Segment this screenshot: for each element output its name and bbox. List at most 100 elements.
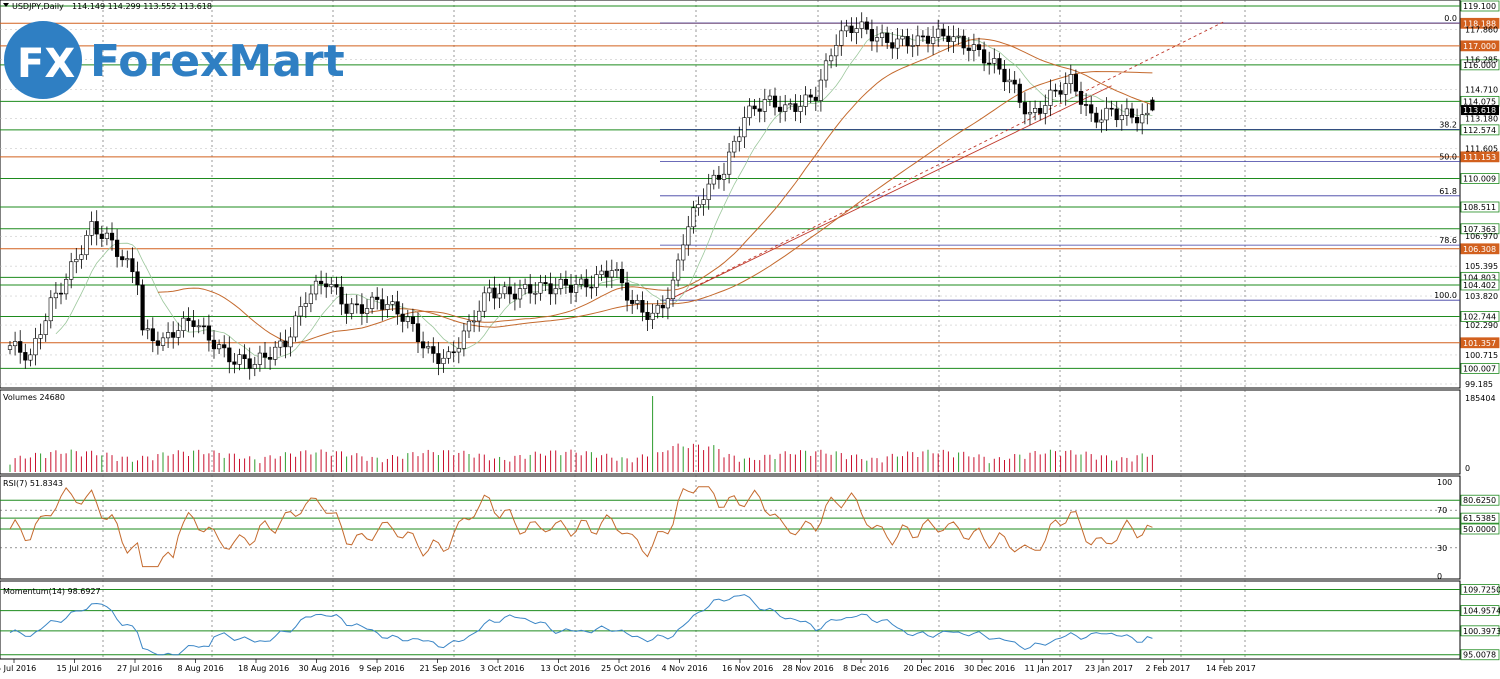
momentum-series: 109.7250 104.9574 100.3973 95.0078 bbox=[0, 584, 1500, 661]
orange-level-badge bbox=[1460, 40, 1500, 52]
ma-medium-line bbox=[157, 38, 1153, 344]
green-level-badge bbox=[1460, 201, 1500, 213]
rsi-level-badge bbox=[1460, 494, 1500, 506]
date-label: 8 Aug 2016 bbox=[178, 664, 224, 673]
candle-body bbox=[665, 298, 670, 309]
candle-body bbox=[874, 37, 880, 42]
candle-body bbox=[711, 174, 716, 185]
candle-body bbox=[84, 235, 89, 256]
green-level-badge bbox=[1460, 124, 1500, 136]
ma-fast-line bbox=[55, 31, 1153, 360]
candle-body bbox=[1114, 108, 1119, 121]
rsi-tick-label: 100 bbox=[1437, 478, 1452, 487]
candle-body bbox=[262, 352, 268, 358]
candle-body bbox=[278, 340, 283, 348]
candle-body bbox=[217, 344, 222, 350]
candle-body bbox=[211, 339, 217, 350]
green-level-label: 112.574 bbox=[1463, 126, 1496, 135]
current-price-label: 113.618 bbox=[1463, 106, 1496, 115]
candle-body bbox=[971, 44, 976, 51]
date-label: 8 Dec 2016 bbox=[843, 664, 889, 673]
candle-body bbox=[1048, 89, 1053, 106]
candle-body bbox=[747, 105, 752, 118]
candle-body bbox=[956, 35, 961, 38]
candle-body bbox=[1104, 107, 1109, 121]
candle-body bbox=[716, 174, 721, 180]
candle-body bbox=[354, 303, 359, 306]
candle-body bbox=[1027, 112, 1033, 115]
green-level-label: 116.000 bbox=[1463, 61, 1496, 70]
fib-level-label: 38.2 bbox=[1439, 120, 1457, 129]
candle-body bbox=[155, 340, 161, 346]
momentum-level-label: 95.0078 bbox=[1463, 651, 1496, 660]
candle-body bbox=[905, 36, 910, 47]
rsi-level-badge bbox=[1460, 512, 1500, 524]
green-level-badge bbox=[1460, 59, 1500, 71]
candle-body bbox=[329, 284, 334, 288]
green-level-label: 119.100 bbox=[1463, 2, 1496, 11]
price-tick-label: 106.970 bbox=[1465, 232, 1498, 241]
orange-level-label: 117.000 bbox=[1463, 42, 1496, 51]
candle-body bbox=[1002, 68, 1007, 83]
candle-body bbox=[492, 287, 497, 299]
candle-body bbox=[145, 328, 150, 331]
candle-body bbox=[859, 21, 864, 29]
candle-body bbox=[538, 282, 543, 294]
candle-body bbox=[686, 226, 691, 246]
candle-body bbox=[69, 261, 74, 280]
candle-body bbox=[910, 45, 915, 47]
candle-body bbox=[160, 337, 166, 346]
candle-body bbox=[344, 303, 349, 314]
candle-body bbox=[757, 108, 762, 112]
candle-body bbox=[1099, 119, 1104, 123]
trendlines bbox=[667, 20, 1226, 301]
candle-body bbox=[186, 317, 191, 322]
candle-body bbox=[895, 38, 900, 49]
rsi-series: 80.6250 61.5385 50.0000 100 70 30 0 bbox=[0, 478, 1500, 581]
candle-body bbox=[614, 269, 619, 271]
candle-body bbox=[864, 21, 869, 30]
green-level-badge bbox=[1460, 362, 1500, 374]
candle-body bbox=[512, 293, 517, 300]
candle-body bbox=[885, 32, 890, 43]
candle-body bbox=[120, 256, 125, 261]
candle-body bbox=[660, 304, 665, 309]
current-price-badge bbox=[1461, 105, 1499, 116]
candle-body bbox=[828, 55, 834, 62]
candle-body bbox=[737, 136, 742, 142]
candle-body bbox=[630, 299, 635, 304]
price-tick-label: 114.710 bbox=[1465, 85, 1498, 94]
candle-body bbox=[1140, 114, 1145, 124]
candle-body bbox=[94, 221, 99, 235]
date-label: 3 Oct 2016 bbox=[480, 664, 524, 673]
candle-body bbox=[227, 347, 232, 363]
rsi-level-badge bbox=[1460, 523, 1500, 535]
orange-level-label: 118.188 bbox=[1463, 19, 1496, 28]
candle-body bbox=[232, 361, 237, 365]
dropdown-triangle-icon[interactable] bbox=[3, 3, 9, 7]
date-label: 20 Dec 2016 bbox=[904, 664, 955, 673]
candle-body bbox=[364, 308, 370, 314]
candle-body bbox=[410, 316, 416, 324]
candle-body bbox=[166, 332, 171, 339]
candle-body bbox=[604, 270, 609, 278]
candle-body bbox=[823, 60, 829, 81]
candle-body bbox=[925, 35, 931, 44]
candle-body bbox=[767, 95, 772, 100]
candle-body bbox=[482, 292, 487, 312]
candle-body bbox=[400, 313, 405, 322]
candle-body bbox=[436, 353, 441, 365]
candle-body bbox=[171, 332, 176, 338]
date-label: 28 Nov 2016 bbox=[783, 664, 834, 673]
candle-body bbox=[359, 304, 365, 314]
candle-body bbox=[635, 300, 640, 304]
price-tick-label: 117.860 bbox=[1465, 26, 1498, 35]
candle-body bbox=[293, 315, 298, 338]
candle-body bbox=[349, 303, 354, 314]
candle-body bbox=[1022, 102, 1027, 115]
candle-body bbox=[466, 320, 472, 332]
candle-body bbox=[844, 25, 849, 32]
candle-body bbox=[507, 286, 512, 295]
price-tick-label: 105.395 bbox=[1465, 262, 1498, 271]
